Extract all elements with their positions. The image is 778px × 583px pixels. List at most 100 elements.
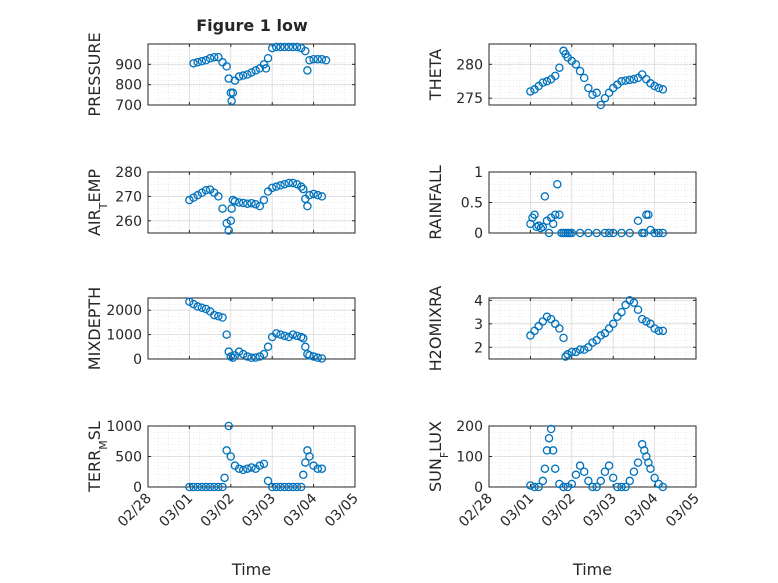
data-point bbox=[658, 85, 668, 94]
data-point bbox=[650, 473, 659, 483]
data-point bbox=[193, 190, 202, 200]
axes-box bbox=[147, 171, 356, 234]
series-markers bbox=[185, 297, 327, 363]
data-point bbox=[550, 464, 560, 473]
y-tick-label: 0.5 bbox=[461, 196, 483, 212]
data-point bbox=[629, 467, 639, 476]
data-point bbox=[621, 76, 630, 85]
data-point bbox=[530, 210, 539, 219]
data-point bbox=[575, 345, 585, 354]
series-markers bbox=[189, 42, 331, 106]
grid bbox=[488, 425, 697, 488]
data-point bbox=[272, 182, 281, 191]
data-point bbox=[548, 446, 558, 455]
figure-title: Figure 1 low bbox=[196, 16, 308, 35]
data-point bbox=[255, 352, 265, 361]
data-point bbox=[243, 70, 252, 79]
data-point bbox=[214, 482, 223, 492]
data-point bbox=[238, 198, 248, 208]
y-tick-label: 200 bbox=[456, 419, 483, 435]
subplot-1: 700 800 900 PRESSURE bbox=[85, 32, 356, 117]
data-point bbox=[571, 347, 581, 357]
y-tick-label: 100 bbox=[456, 450, 483, 466]
data-point bbox=[625, 476, 635, 486]
data-point bbox=[193, 302, 202, 311]
y-tick-label: 500 bbox=[115, 450, 142, 466]
data-point bbox=[555, 210, 564, 219]
data-point bbox=[267, 482, 277, 492]
data-point bbox=[637, 70, 647, 79]
data-point bbox=[567, 347, 577, 357]
data-point bbox=[227, 96, 236, 106]
data-point bbox=[267, 183, 277, 193]
axes-box bbox=[488, 297, 697, 360]
data-point bbox=[234, 347, 244, 356]
y-tick-label: 260 bbox=[115, 214, 142, 230]
axes-box bbox=[488, 43, 697, 106]
series-markers bbox=[185, 178, 327, 235]
data-point bbox=[288, 482, 298, 492]
data-point bbox=[526, 481, 535, 490]
y-tick-label: 1 bbox=[474, 165, 483, 181]
data-point bbox=[313, 353, 322, 363]
y-tick-label: 2000 bbox=[106, 303, 142, 319]
y-tick-label: 0 bbox=[474, 480, 483, 496]
data-point bbox=[189, 193, 198, 202]
series-markers bbox=[526, 296, 668, 361]
data-point bbox=[243, 352, 252, 361]
data-point bbox=[617, 228, 626, 238]
data-point bbox=[201, 186, 211, 195]
data-point bbox=[193, 482, 202, 492]
data-point bbox=[218, 482, 227, 492]
data-point bbox=[548, 219, 558, 229]
data-point bbox=[555, 63, 564, 72]
data-point bbox=[579, 467, 589, 476]
data-point bbox=[604, 228, 614, 238]
data-point bbox=[280, 331, 289, 341]
y-tick-label: 2 bbox=[474, 340, 483, 356]
data-point bbox=[629, 298, 639, 307]
y-tick-label: 280 bbox=[115, 165, 142, 181]
data-point bbox=[284, 178, 294, 188]
data-point bbox=[550, 210, 560, 219]
data-point bbox=[272, 482, 281, 492]
subplot-3: 260 270 280 AIRTEMP bbox=[85, 165, 356, 236]
data-point bbox=[625, 75, 635, 85]
subplot-grid: 700 800 900 PRESSURE 275 280 THETA 260 270 280 AIR… bbox=[85, 32, 703, 579]
data-point bbox=[542, 312, 552, 322]
data-point bbox=[234, 198, 244, 207]
data-point bbox=[201, 56, 211, 65]
data-point bbox=[197, 57, 207, 66]
data-point bbox=[201, 482, 211, 492]
data-point bbox=[230, 197, 240, 206]
data-point bbox=[222, 446, 231, 455]
data-point bbox=[220, 473, 229, 483]
data-point bbox=[251, 353, 260, 362]
y-axis-label: PRESSURE bbox=[85, 32, 104, 116]
y-tick-label: 700 bbox=[115, 98, 142, 114]
data-point bbox=[317, 192, 327, 201]
data-point bbox=[654, 83, 663, 93]
series-markers bbox=[526, 424, 668, 492]
data-point bbox=[654, 326, 663, 336]
data-point bbox=[571, 470, 581, 480]
data-point bbox=[608, 319, 618, 329]
y-axis-label: MIXDEPTH bbox=[85, 287, 104, 370]
y-tick-label: 3 bbox=[474, 317, 483, 333]
data-point bbox=[613, 312, 622, 322]
data-point bbox=[305, 56, 314, 65]
data-point bbox=[261, 64, 271, 73]
data-point bbox=[251, 199, 260, 209]
data-point bbox=[534, 221, 543, 230]
y-tick-label: 270 bbox=[115, 189, 142, 205]
data-point bbox=[579, 73, 589, 83]
data-point bbox=[575, 66, 585, 76]
data-point bbox=[280, 42, 289, 52]
data-point bbox=[243, 199, 252, 208]
data-point bbox=[292, 179, 302, 189]
axes-box bbox=[147, 43, 356, 106]
data-point bbox=[227, 204, 236, 213]
data-point bbox=[534, 482, 543, 492]
axes-box bbox=[147, 297, 356, 360]
grid bbox=[488, 171, 697, 234]
